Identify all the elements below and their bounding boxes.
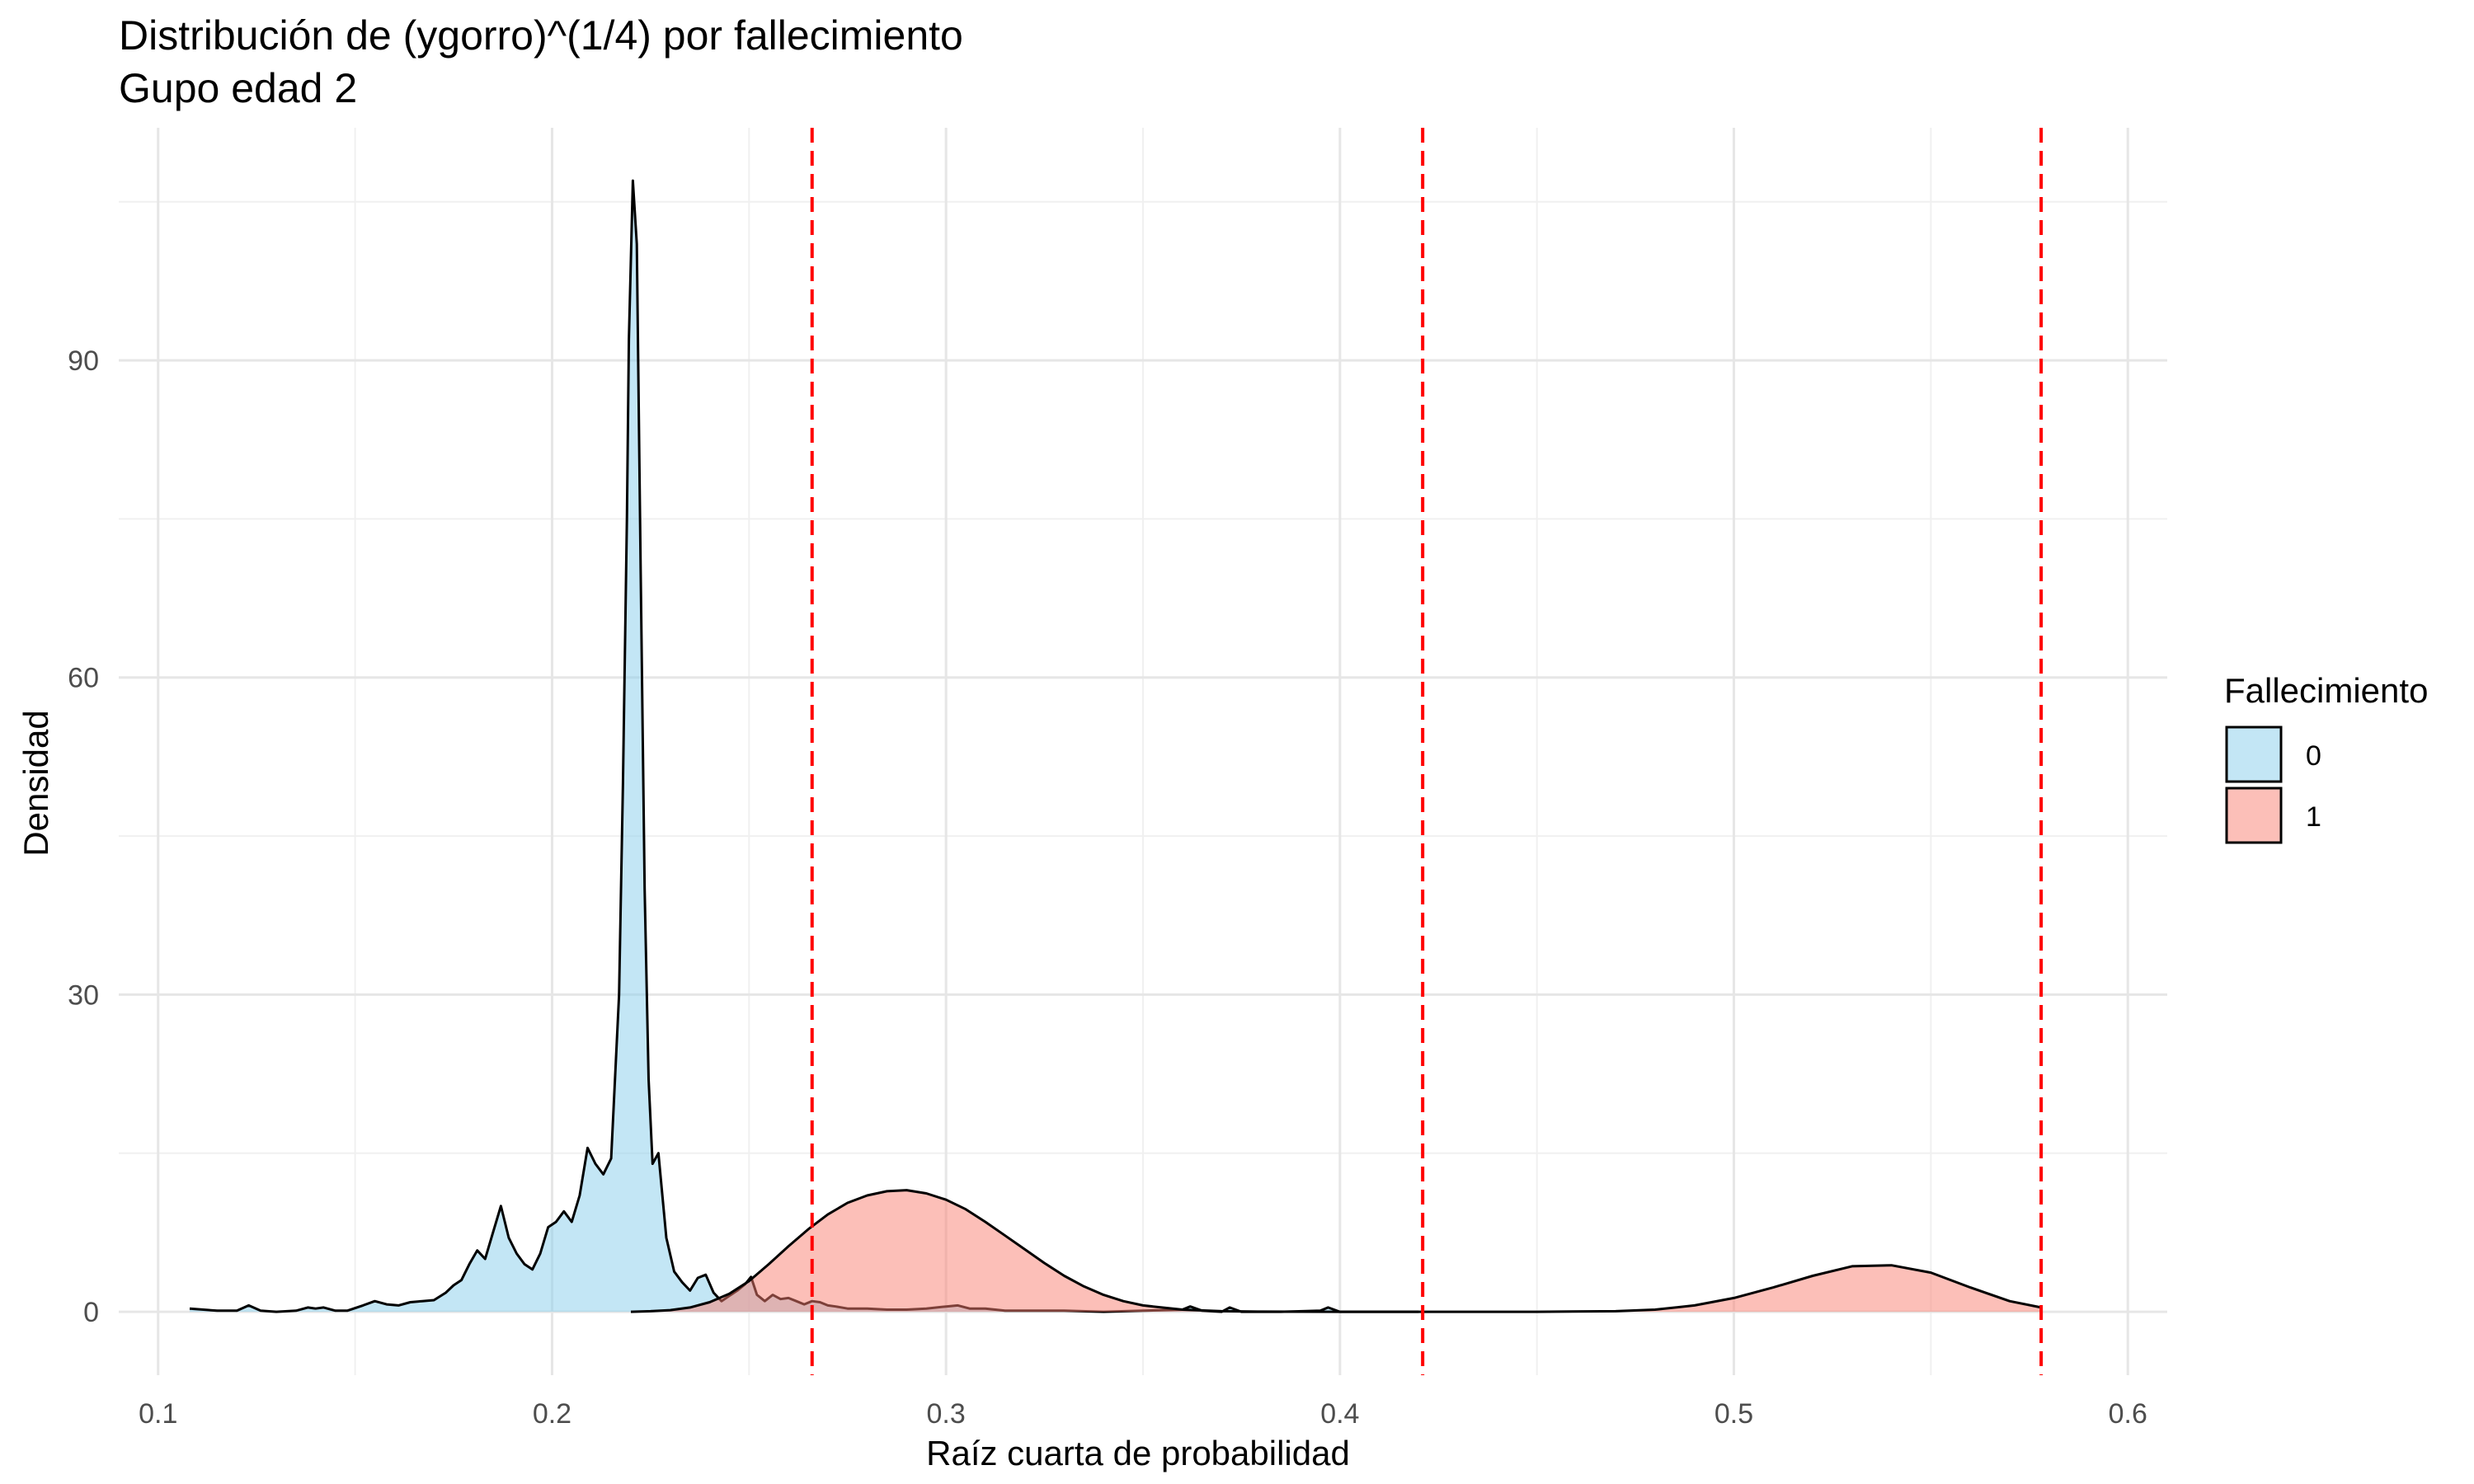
y-tick-label: 60 bbox=[68, 663, 99, 694]
x-tick-label: 0.4 bbox=[1320, 1398, 1359, 1430]
y-tick-label: 90 bbox=[68, 345, 99, 377]
y-tick-label: 30 bbox=[68, 979, 99, 1011]
legend-label-1: 1 bbox=[2306, 801, 2321, 833]
density-outline-1 bbox=[630, 1189, 2042, 1313]
density-areas bbox=[189, 179, 2042, 1313]
x-tick-label: 0.2 bbox=[533, 1398, 571, 1430]
y-tick-label: 0 bbox=[83, 1297, 99, 1328]
legend: Fallecimiento 0 1 bbox=[2224, 671, 2428, 844]
legend-key-1 bbox=[2225, 787, 2283, 844]
x-tick-label: 0.1 bbox=[139, 1398, 177, 1430]
density-area-1 bbox=[631, 1190, 2042, 1313]
legend-label-0: 0 bbox=[2306, 740, 2321, 772]
x-axis-title: Raíz cuarta de probabilidad bbox=[926, 1434, 1350, 1472]
y-axis-title: Densidad bbox=[16, 710, 55, 856]
legend-title: Fallecimiento bbox=[2224, 671, 2428, 710]
density-outline-0 bbox=[189, 179, 1419, 1313]
reference-lines bbox=[810, 128, 2044, 1375]
chart-subtitle: Gupo edad 2 bbox=[119, 65, 357, 111]
chart-title: Distribución de (ygorro)^(1/4) por falle… bbox=[119, 12, 963, 59]
x-tick-label: 0.6 bbox=[2109, 1398, 2147, 1430]
axis-tick-labels: 0.1 0.2 0.3 0.4 0.5 0.6 0 30 60 90 bbox=[68, 345, 2147, 1430]
legend-key-0 bbox=[2225, 726, 2283, 783]
density-area-0 bbox=[190, 181, 1419, 1313]
grid-lines bbox=[119, 128, 2167, 1375]
x-tick-label: 0.3 bbox=[927, 1398, 966, 1430]
x-tick-label: 0.5 bbox=[1714, 1398, 1753, 1430]
